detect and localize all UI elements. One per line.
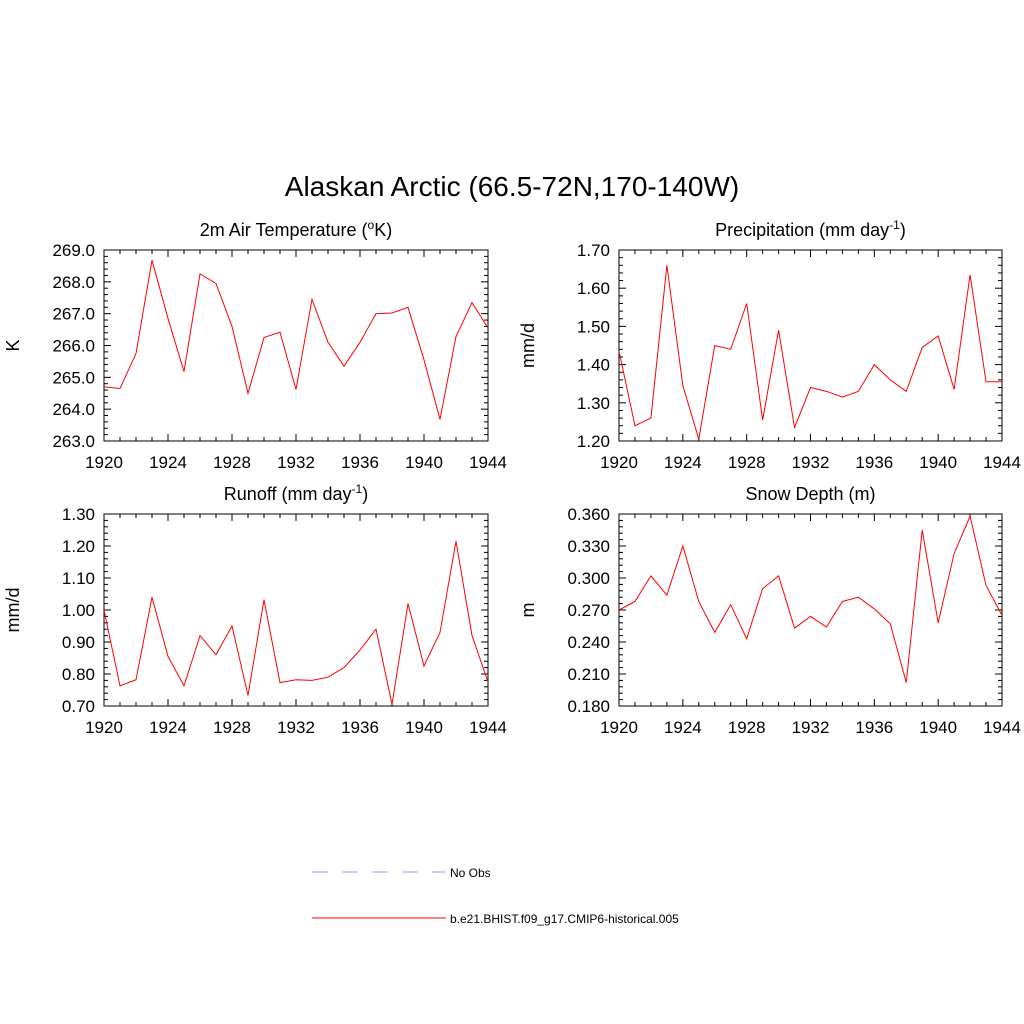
x-tick-label: 1928 — [728, 718, 766, 737]
plot-frame — [103, 513, 489, 707]
y-tick-label: 1.70 — [577, 241, 610, 260]
y-tick-label: 1.50 — [577, 317, 610, 336]
panel-title-text: Runoff (mm day — [224, 484, 352, 504]
x-tick-label: 1932 — [792, 453, 830, 472]
legend-label: No Obs — [450, 866, 491, 880]
panel-2: Precipitation (mm day-1) mm/d 1920 1924 1928… — [518, 218, 1021, 472]
x-tick-label: 1940 — [405, 718, 443, 737]
panel-title: 2m Air Temperature (oK) — [200, 218, 392, 240]
panel-title: Runoff (mm day-1) — [224, 482, 368, 504]
x-tick-label: 1932 — [277, 453, 315, 472]
y-tick-label: 266.0 — [52, 337, 95, 356]
y-tick-label: 0.360 — [567, 505, 610, 524]
panel-title-text: Snow Depth (m) — [745, 484, 875, 504]
y-axis-label: mm/d — [3, 588, 23, 633]
x-tick-label: 1928 — [213, 718, 251, 737]
y-tick-label: 1.20 — [577, 432, 610, 451]
series-line — [618, 265, 1002, 440]
panel-title-superscript: o — [368, 218, 375, 232]
y-tick-label: 1.20 — [62, 537, 95, 556]
series-line — [103, 260, 489, 420]
panel-1: 2m Air Temperature (oK) K 1920 1924 1928 1932… — [3, 218, 507, 472]
panel-title-superscript: -1 — [352, 482, 363, 496]
plot-frame — [618, 513, 1003, 707]
y-tick-label: 265.0 — [52, 368, 95, 387]
y-tick-label: 268.0 — [52, 273, 95, 292]
panel-3: Runoff (mm day-1) mm/d 1920 1924 1928 1932 193… — [3, 482, 507, 737]
y-tick-label: 0.270 — [567, 601, 610, 620]
x-tick-label: 1920 — [600, 718, 638, 737]
y-tick-label: 0.330 — [567, 537, 610, 556]
legend-label: b.e21.BHIST.f09_g17.CMIP6-historical.005 — [450, 912, 679, 926]
y-tick-label: 0.300 — [567, 569, 610, 588]
x-tick-label: 1928 — [213, 453, 251, 472]
plot-frame — [618, 249, 1003, 442]
panel-title-superscript: -1 — [889, 218, 900, 232]
panel-4: Snow Depth (m) m 1920 1924 1928 1932 1936 1940 1… — [518, 484, 1021, 737]
series-line — [103, 541, 489, 705]
x-tick-label: 1920 — [85, 718, 123, 737]
legend: No Obs b.e21.BHIST.f09_g17.CMIP6-historic… — [312, 866, 679, 926]
y-tick-label: 269.0 — [52, 241, 95, 260]
y-axis-label: mm/d — [518, 323, 538, 368]
x-tick-label: 1924 — [664, 718, 702, 737]
plot-frame — [103, 249, 489, 442]
x-tick-label: 1920 — [85, 453, 123, 472]
x-tick-label: 1944 — [469, 718, 507, 737]
x-tick-label: 1932 — [792, 718, 830, 737]
x-tick-label: 1936 — [341, 718, 379, 737]
y-tick-label: 267.0 — [52, 305, 95, 324]
y-axis-label: K — [3, 339, 23, 351]
panel-title: Precipitation (mm day-1) — [715, 218, 906, 240]
x-tick-label: 1924 — [664, 453, 702, 472]
y-tick-label: 1.00 — [62, 601, 95, 620]
x-tick-label: 1924 — [149, 453, 187, 472]
y-tick-label: 0.180 — [567, 697, 610, 716]
x-tick-label: 1936 — [341, 453, 379, 472]
panels: 2m Air Temperature (oK) K 1920 1924 1928 1932… — [3, 218, 1021, 737]
y-tick-label: 0.210 — [567, 665, 610, 684]
x-tick-label: 1944 — [469, 453, 507, 472]
y-tick-label: 263.0 — [52, 432, 95, 451]
y-tick-label: 1.30 — [62, 505, 95, 524]
panel-title-suffix: ) — [900, 220, 906, 240]
x-tick-label: 1940 — [919, 718, 957, 737]
y-tick-label: 1.40 — [577, 356, 610, 375]
y-tick-label: 1.60 — [577, 279, 610, 298]
y-tick-label: 0.90 — [62, 633, 95, 652]
x-tick-label: 1944 — [983, 453, 1021, 472]
panel-title-text: 2m Air Temperature ( — [200, 220, 368, 240]
y-tick-label: 1.10 — [62, 569, 95, 588]
x-tick-label: 1936 — [855, 453, 893, 472]
y-tick-label: 0.70 — [62, 697, 95, 716]
x-tick-label: 1936 — [855, 718, 893, 737]
y-tick-label: 264.0 — [52, 400, 95, 419]
x-tick-label: 1928 — [728, 453, 766, 472]
x-tick-label: 1940 — [919, 453, 957, 472]
y-tick-label: 1.30 — [577, 394, 610, 413]
y-axis-label: m — [518, 603, 538, 618]
x-tick-label: 1924 — [149, 718, 187, 737]
panel-title: Snow Depth (m) — [745, 484, 875, 504]
panel-title-suffix: ) — [362, 484, 368, 504]
y-tick-label: 0.240 — [567, 633, 610, 652]
series-line — [618, 514, 1003, 683]
x-tick-label: 1932 — [277, 718, 315, 737]
panel-title-suffix: K) — [374, 220, 392, 240]
x-tick-label: 1920 — [600, 453, 638, 472]
x-tick-label: 1940 — [405, 453, 443, 472]
x-tick-label: 1944 — [983, 718, 1021, 737]
figure-title: Alaskan Arctic (66.5-72N,170-140W) — [285, 171, 739, 202]
panel-title-text: Precipitation (mm day — [715, 220, 889, 240]
y-tick-label: 0.80 — [62, 665, 95, 684]
